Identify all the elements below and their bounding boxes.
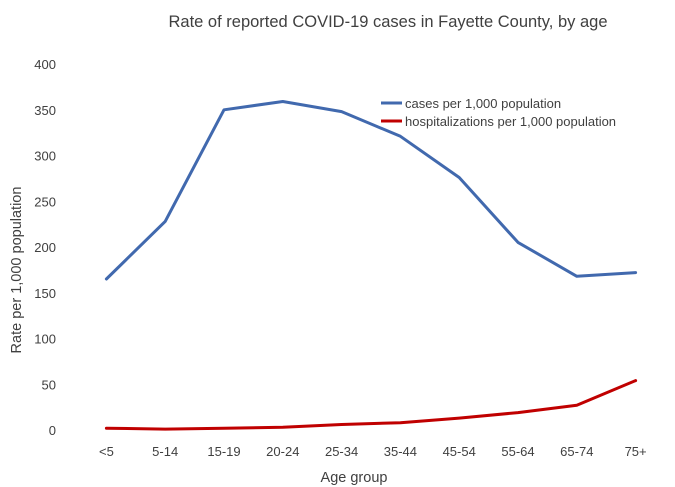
y-tick-label: 150 [34,286,56,301]
x-tick-label: 20-24 [266,444,299,459]
x-tick-label: 55-64 [501,444,534,459]
data-point-cases [399,135,402,138]
data-point-hospitalizations [399,421,402,424]
data-point-cases [575,275,578,278]
x-axis-title: Age group [321,470,388,486]
y-tick-label: 200 [34,240,56,255]
data-point-cases [281,100,284,103]
x-tick-label: 5-14 [152,444,178,459]
data-point-hospitalizations [164,428,167,431]
data-point-cases [517,241,520,244]
data-point-hospitalizations [458,417,461,420]
series-line-hospitalizations [104,379,638,431]
data-point-hospitalizations [223,427,226,430]
data-point-cases [458,176,461,179]
y-tick-label: 50 [42,377,56,392]
y-axis-ticks: 0 50 100 150 200 250 300 350 400 [34,57,56,438]
y-tick-label: 0 [49,423,56,438]
data-point-hospitalizations [281,426,284,429]
series-line-cases [104,100,638,281]
y-axis-title: Rate per 1,000 population [9,187,25,354]
x-tick-label: 35-44 [384,444,417,459]
data-point-cases [223,108,226,111]
x-tick-label: <5 [99,444,114,459]
y-tick-label: 400 [34,57,56,72]
data-point-hospitalizations [634,379,637,382]
y-tick-label: 250 [34,194,56,209]
x-tick-label: 25-34 [325,444,358,459]
data-point-hospitalizations [517,411,520,414]
x-axis-ticks: <5 5-14 15-19 20-24 25-34 35-44 45-54 55-64 65-7… [99,444,647,459]
y-tick-label: 350 [34,103,56,118]
x-tick-label: 15-19 [207,444,240,459]
data-point-cases [340,110,343,113]
x-tick-label: 65-74 [560,444,593,459]
x-tick-label: 45-54 [443,444,476,459]
legend-label-cases: cases per 1,000 population [405,96,561,111]
data-point-cases [164,220,167,223]
chart-title: Rate of reported COVID-19 cases in Fayet… [169,13,608,31]
data-point-cases [634,271,637,274]
legend-entry-hospitalizations: hospitalizations per 1,000 population [381,114,616,129]
y-tick-label: 300 [34,149,56,164]
x-tick-label: 75+ [625,444,647,459]
data-point-hospitalizations [575,404,578,407]
data-point-hospitalizations [340,423,343,426]
data-point-cases [105,278,108,281]
data-point-hospitalizations [105,427,108,430]
y-tick-label: 100 [34,332,56,347]
series-lines [104,100,638,431]
legend-entry-cases: cases per 1,000 population [381,96,561,111]
legend-label-hospitalizations: hospitalizations per 1,000 population [405,114,616,129]
legend: cases per 1,000 population hospitalizati… [381,96,616,129]
